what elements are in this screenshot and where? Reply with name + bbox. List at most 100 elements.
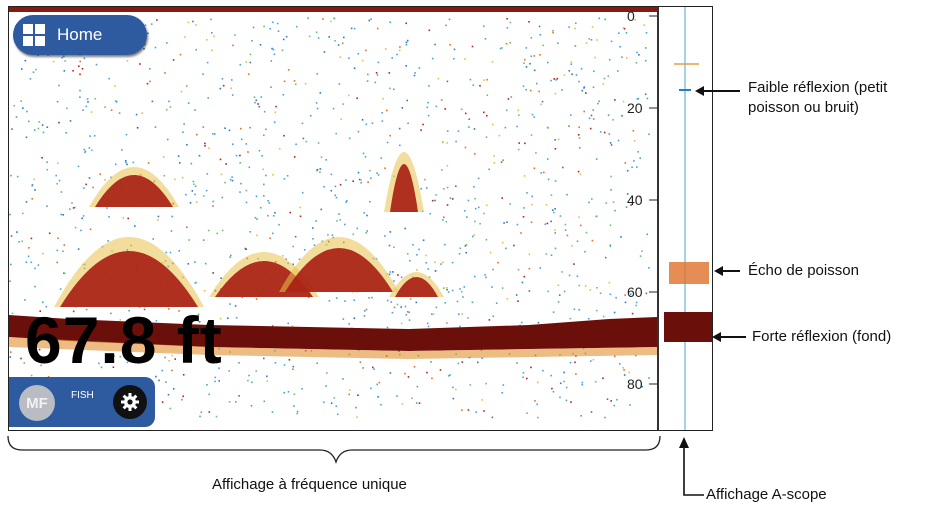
echo-dot [31,184,34,186]
echo-dot [195,48,197,51]
echo-dot [165,251,168,254]
echo-dot [221,78,224,80]
echo-dot [525,66,528,68]
echo-dot [334,40,336,42]
echo-dot [364,310,366,312]
echo-dot [187,21,190,24]
echo-dot [540,172,542,174]
echo-dot [583,86,586,88]
echo-dot [37,127,40,130]
echo-dot [505,109,508,111]
echo-dot [449,197,452,199]
echo-dot [135,113,138,116]
echo-dot [499,47,502,50]
echo-dot [457,130,460,132]
echo-dot [174,358,176,360]
echo-dot [366,214,368,217]
echo-dot [604,416,606,419]
echo-dot [624,162,627,164]
echo-dot [25,261,28,263]
echo-dot [345,179,347,181]
echo-dot [82,215,85,217]
echo-dot [411,397,413,400]
echo-dot [533,69,536,72]
echo-dot [272,174,274,176]
echo-dot [526,192,528,194]
echo-dot [637,151,639,153]
echo-dot [304,82,307,85]
echo-dot [278,223,280,226]
echo-dot [222,84,225,87]
echo-dot [573,263,575,265]
home-button[interactable]: Home [13,15,147,55]
echo-dot [486,204,488,207]
echo-dot [486,114,488,117]
echo-dot [33,178,35,181]
echo-dot [605,202,607,204]
echo-dot [439,369,442,371]
echo-dot [477,361,479,364]
echo-dot [346,200,348,202]
echo-dot [342,378,344,380]
echo-dot [125,161,127,164]
echo-dot [46,205,48,207]
echo-dot [274,362,277,364]
echo-dot [575,22,577,25]
echo-dot [174,178,176,181]
echo-dot [523,275,526,278]
echo-dot [501,392,503,394]
echo-dot [169,251,172,254]
mf-frequency-button[interactable]: MF [19,385,55,421]
echo-dot [608,58,611,61]
echo-dot [362,152,365,155]
echo-dot [249,126,251,129]
echo-dot [540,103,542,106]
echo-dot [406,99,408,102]
echo-dot [404,305,407,308]
echo-dot [365,123,368,126]
echo-dot [336,413,339,416]
echo-dot [597,102,599,105]
echo-dot [263,25,265,28]
echo-dot [86,98,89,100]
echo-dot [191,190,194,192]
echo-dot [561,271,563,273]
echo-dot [554,247,557,250]
echo-dot [319,168,322,170]
echo-dot [287,391,290,393]
echo-dot [107,240,109,242]
echo-dot [263,400,266,403]
settings-button[interactable] [113,385,147,419]
echo-dot [578,216,580,218]
echo-dot [234,305,237,307]
echo-dot [590,114,593,117]
echo-dot [609,142,612,144]
echo-dot [404,227,406,230]
a-scope-caption: Affichage A-scope [706,486,827,503]
echo-dot [325,159,327,161]
echo-dot [381,120,384,122]
echo-dot [196,133,198,136]
echo-dot [307,17,309,19]
echo-dot [374,81,377,84]
echo-dot [598,100,600,103]
depth-tick-label: 0 [627,8,635,24]
echo-dot [522,372,525,374]
echo-dot [31,198,33,200]
echo-dot [204,145,206,147]
echo-dot [469,384,472,386]
echo-dot [483,212,485,215]
echo-dot [334,185,337,188]
echo-dot [10,174,12,177]
echo-dot [414,72,416,74]
echo-dot [358,178,361,181]
echo-dot [206,61,209,64]
echo-dot [252,26,255,29]
echo-dot [41,157,43,159]
depth-tick-label: 20 [627,100,643,116]
echo-dot [636,98,639,100]
echo-dot [69,120,72,122]
echo-dot [188,239,190,241]
echo-dot [52,353,55,356]
echo-dot [405,314,408,316]
